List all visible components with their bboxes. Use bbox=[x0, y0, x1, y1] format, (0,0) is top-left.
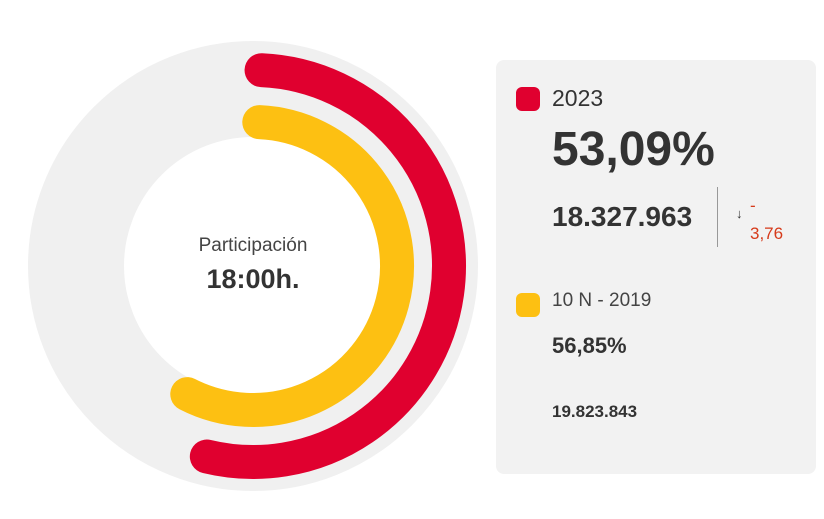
difference-sign: - bbox=[750, 196, 756, 215]
participation-2023-votes: 18.327.963 bbox=[552, 201, 693, 232]
center-title: Participación bbox=[198, 235, 308, 256]
difference-value: 3,76 bbox=[750, 224, 784, 243]
participation-donut-chart bbox=[28, 41, 478, 491]
arrow-down-icon: ↓ bbox=[736, 206, 743, 221]
participation-2023-percent: 53,09% bbox=[552, 123, 715, 176]
arc-2023 bbox=[189, 53, 466, 479]
participation-difference: - 3,76 bbox=[750, 192, 783, 248]
legend-label-2023: 2023 bbox=[552, 85, 604, 111]
legend-panel: 2023 53,09% 18.327.963 ↓ - 3,76 10 N - 2… bbox=[496, 60, 816, 474]
participation-2019-percent: 56,85% bbox=[552, 333, 627, 358]
legend-label-2019: 10 N - 2019 bbox=[552, 290, 652, 311]
arc-2019 bbox=[170, 105, 414, 427]
center-time: 18:00h. bbox=[206, 264, 300, 294]
donut-track bbox=[28, 41, 478, 491]
legend-swatch-2023 bbox=[516, 87, 540, 111]
donut-inner-disc bbox=[125, 138, 381, 394]
participation-2019-votes: 19.823.843 bbox=[552, 402, 638, 421]
legend-swatch-2019 bbox=[516, 293, 540, 317]
divider bbox=[717, 187, 718, 247]
